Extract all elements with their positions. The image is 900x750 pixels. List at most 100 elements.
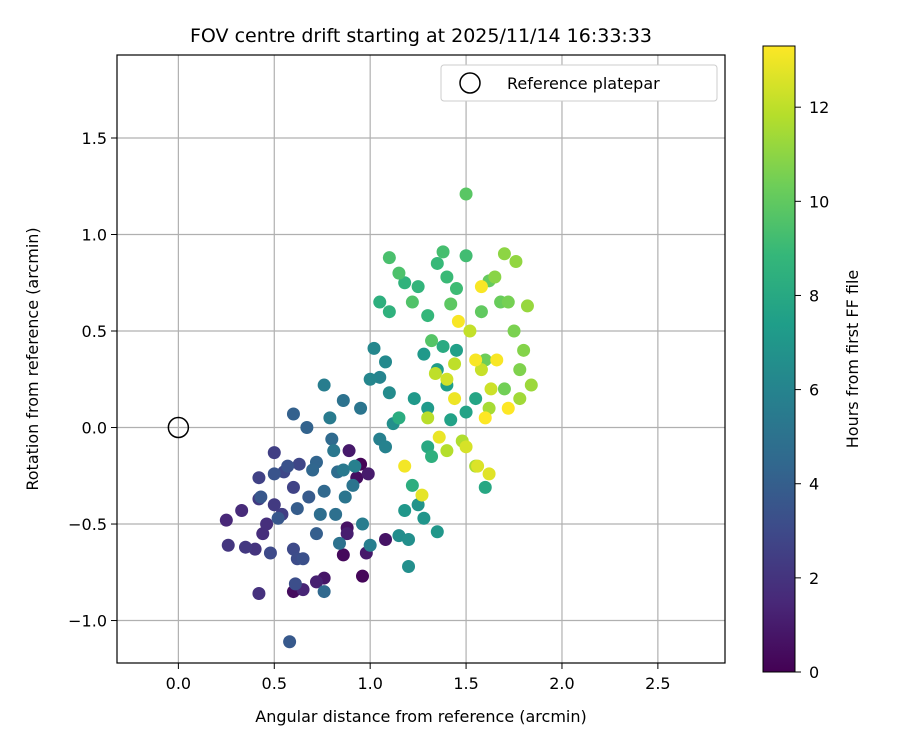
scatter-point	[421, 401, 435, 415]
scatter-point	[317, 484, 331, 498]
scatter-point	[436, 339, 450, 353]
y-tick-label: 1.0	[82, 226, 107, 245]
scatter-point	[286, 407, 300, 421]
scatter-point	[363, 372, 377, 386]
scatter-point	[379, 532, 393, 546]
scatter-point	[361, 467, 375, 481]
scatter-point	[317, 585, 331, 599]
x-tick-label: 2.0	[549, 674, 574, 693]
scatter-point	[444, 297, 458, 311]
scatter-point	[379, 355, 393, 369]
scatter-point	[340, 527, 354, 541]
scatter-point	[329, 507, 343, 521]
scatter-point	[482, 467, 496, 481]
scatter-point	[474, 305, 488, 319]
scatter-point	[513, 363, 527, 377]
scatter-point	[336, 548, 350, 562]
scatter-point	[309, 575, 323, 589]
scatter-point	[425, 449, 439, 463]
scatter-point	[271, 511, 285, 525]
scatter-point	[313, 507, 327, 521]
scatter-point	[306, 463, 320, 477]
scatter-point	[342, 444, 356, 458]
colorbar-label: Hours from first FF file	[843, 270, 862, 449]
colorbar-tick-label: 4	[809, 475, 819, 494]
scatter-point	[302, 490, 316, 504]
legend-marker-icon	[459, 72, 481, 94]
scatter-point	[402, 559, 416, 573]
scatter-point	[440, 270, 454, 284]
scatter-point	[459, 187, 473, 201]
scatter-point	[405, 295, 419, 309]
x-tick-label: 0.0	[166, 674, 191, 693]
y-axis: −1.0 −0.5 0.0 0.5 1.0 1.5	[68, 129, 117, 631]
scatter-point	[235, 504, 249, 518]
scatter-point	[296, 552, 310, 566]
scatter-point	[292, 457, 306, 471]
scatter-point	[221, 538, 235, 552]
scatter-point	[474, 363, 488, 377]
scatter-point	[263, 546, 277, 560]
colorbar: 0 2 4 6 8 10 12 Hours from first FF file	[762, 45, 862, 682]
scatter-point	[336, 393, 350, 407]
scatter-point	[392, 411, 406, 425]
scatter-point	[325, 432, 339, 446]
scatter-point	[513, 392, 527, 406]
scatter-point	[267, 498, 281, 512]
scatter-point	[469, 353, 483, 367]
colorbar-tick-label: 12	[809, 98, 829, 117]
scatter-point	[469, 392, 483, 406]
scatter-point	[509, 255, 523, 269]
scatter-point	[260, 517, 274, 531]
scatter-point	[425, 334, 439, 348]
scatter-point	[336, 463, 350, 477]
scatter-point	[501, 295, 515, 309]
x-axis: 0.0 0.5 1.0 1.5 2.0 2.5	[166, 663, 671, 693]
x-tick-label: 0.5	[262, 674, 287, 693]
scatter-point	[471, 459, 485, 473]
scatter-point	[379, 440, 393, 454]
scatter-point	[501, 401, 515, 415]
y-tick-label: 0.0	[82, 419, 107, 438]
scatter-point	[317, 378, 331, 392]
scatter-point	[219, 513, 233, 527]
scatter-point	[507, 324, 521, 338]
scatter-point	[484, 382, 498, 396]
scatter-point	[283, 635, 297, 649]
scatter-point	[392, 266, 406, 280]
scatter-point	[327, 444, 341, 458]
scatter-point	[288, 577, 302, 591]
scatter-point	[524, 378, 538, 392]
reference-point-marker	[167, 416, 190, 439]
scatter-point	[478, 480, 492, 494]
scatter-point	[448, 392, 462, 406]
scatter-point	[417, 347, 431, 361]
scatter-point	[398, 504, 412, 518]
scatter-point	[430, 525, 444, 539]
x-tick-label: 1.0	[357, 674, 382, 693]
y-tick-label: 1.5	[82, 129, 107, 148]
colorbar-ticks: 0 2 4 6 8 10 12	[795, 98, 829, 682]
scatter-point	[405, 478, 419, 492]
scatter-point	[382, 386, 396, 400]
scatter-point	[415, 488, 429, 502]
scatter-point	[346, 478, 360, 492]
scatter-point	[382, 251, 396, 265]
scatter-point	[459, 440, 473, 454]
scatter-point	[382, 305, 396, 319]
scatter-point	[449, 343, 463, 357]
scatter-point	[444, 413, 458, 427]
colorbar-tick-label: 8	[809, 286, 819, 305]
chart-title: FOV centre drift starting at 2025/11/14 …	[190, 25, 652, 47]
scatter-point	[497, 247, 511, 261]
scatter-point	[402, 532, 416, 546]
scatter-point	[252, 471, 266, 485]
scatter-point	[338, 490, 352, 504]
scatter-point	[323, 411, 337, 425]
scatter-point	[421, 309, 435, 323]
scatter-point	[290, 502, 304, 516]
scatter-point	[398, 276, 412, 290]
scatter-point	[417, 511, 431, 525]
scatter-point	[520, 299, 534, 313]
scatter-point	[398, 459, 412, 473]
